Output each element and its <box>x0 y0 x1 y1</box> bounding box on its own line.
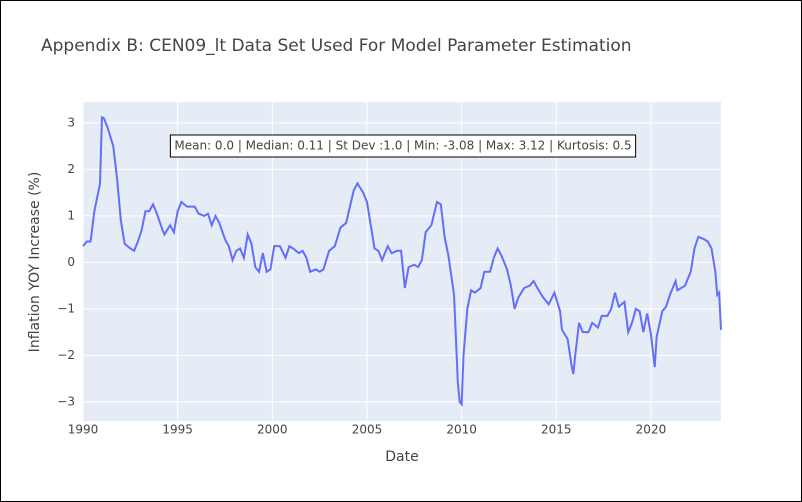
x-tick-label: 2005 <box>352 423 383 437</box>
y-tick-label: 2 <box>67 162 75 176</box>
chart-title: Appendix B: CEN09_lt Data Set Used For M… <box>41 36 632 56</box>
y-tick-label: −3 <box>57 394 75 408</box>
y-axis-title: Inflation YOY Increase (%) <box>27 172 43 353</box>
x-tick-label: 1995 <box>162 423 193 437</box>
annotation-box <box>169 134 637 158</box>
y-tick-label: −2 <box>57 348 75 362</box>
y-tick-label: 0 <box>67 255 75 269</box>
y-tick-label: 1 <box>67 208 75 222</box>
x-tick-label: 2015 <box>541 423 572 437</box>
x-tick-label: 2020 <box>636 423 667 437</box>
x-axis-title: Date <box>385 449 418 465</box>
x-tick-label: 2010 <box>446 423 477 437</box>
x-tick-label: 1990 <box>68 423 99 437</box>
y-tick-label: 3 <box>67 115 75 129</box>
x-tick-label: 2000 <box>257 423 288 437</box>
y-tick-label: −1 <box>57 301 75 315</box>
annotation: Mean: 0.0 | Median: 0.11 | St Dev :1.0 |… <box>174 139 631 153</box>
data-line <box>82 115 722 407</box>
